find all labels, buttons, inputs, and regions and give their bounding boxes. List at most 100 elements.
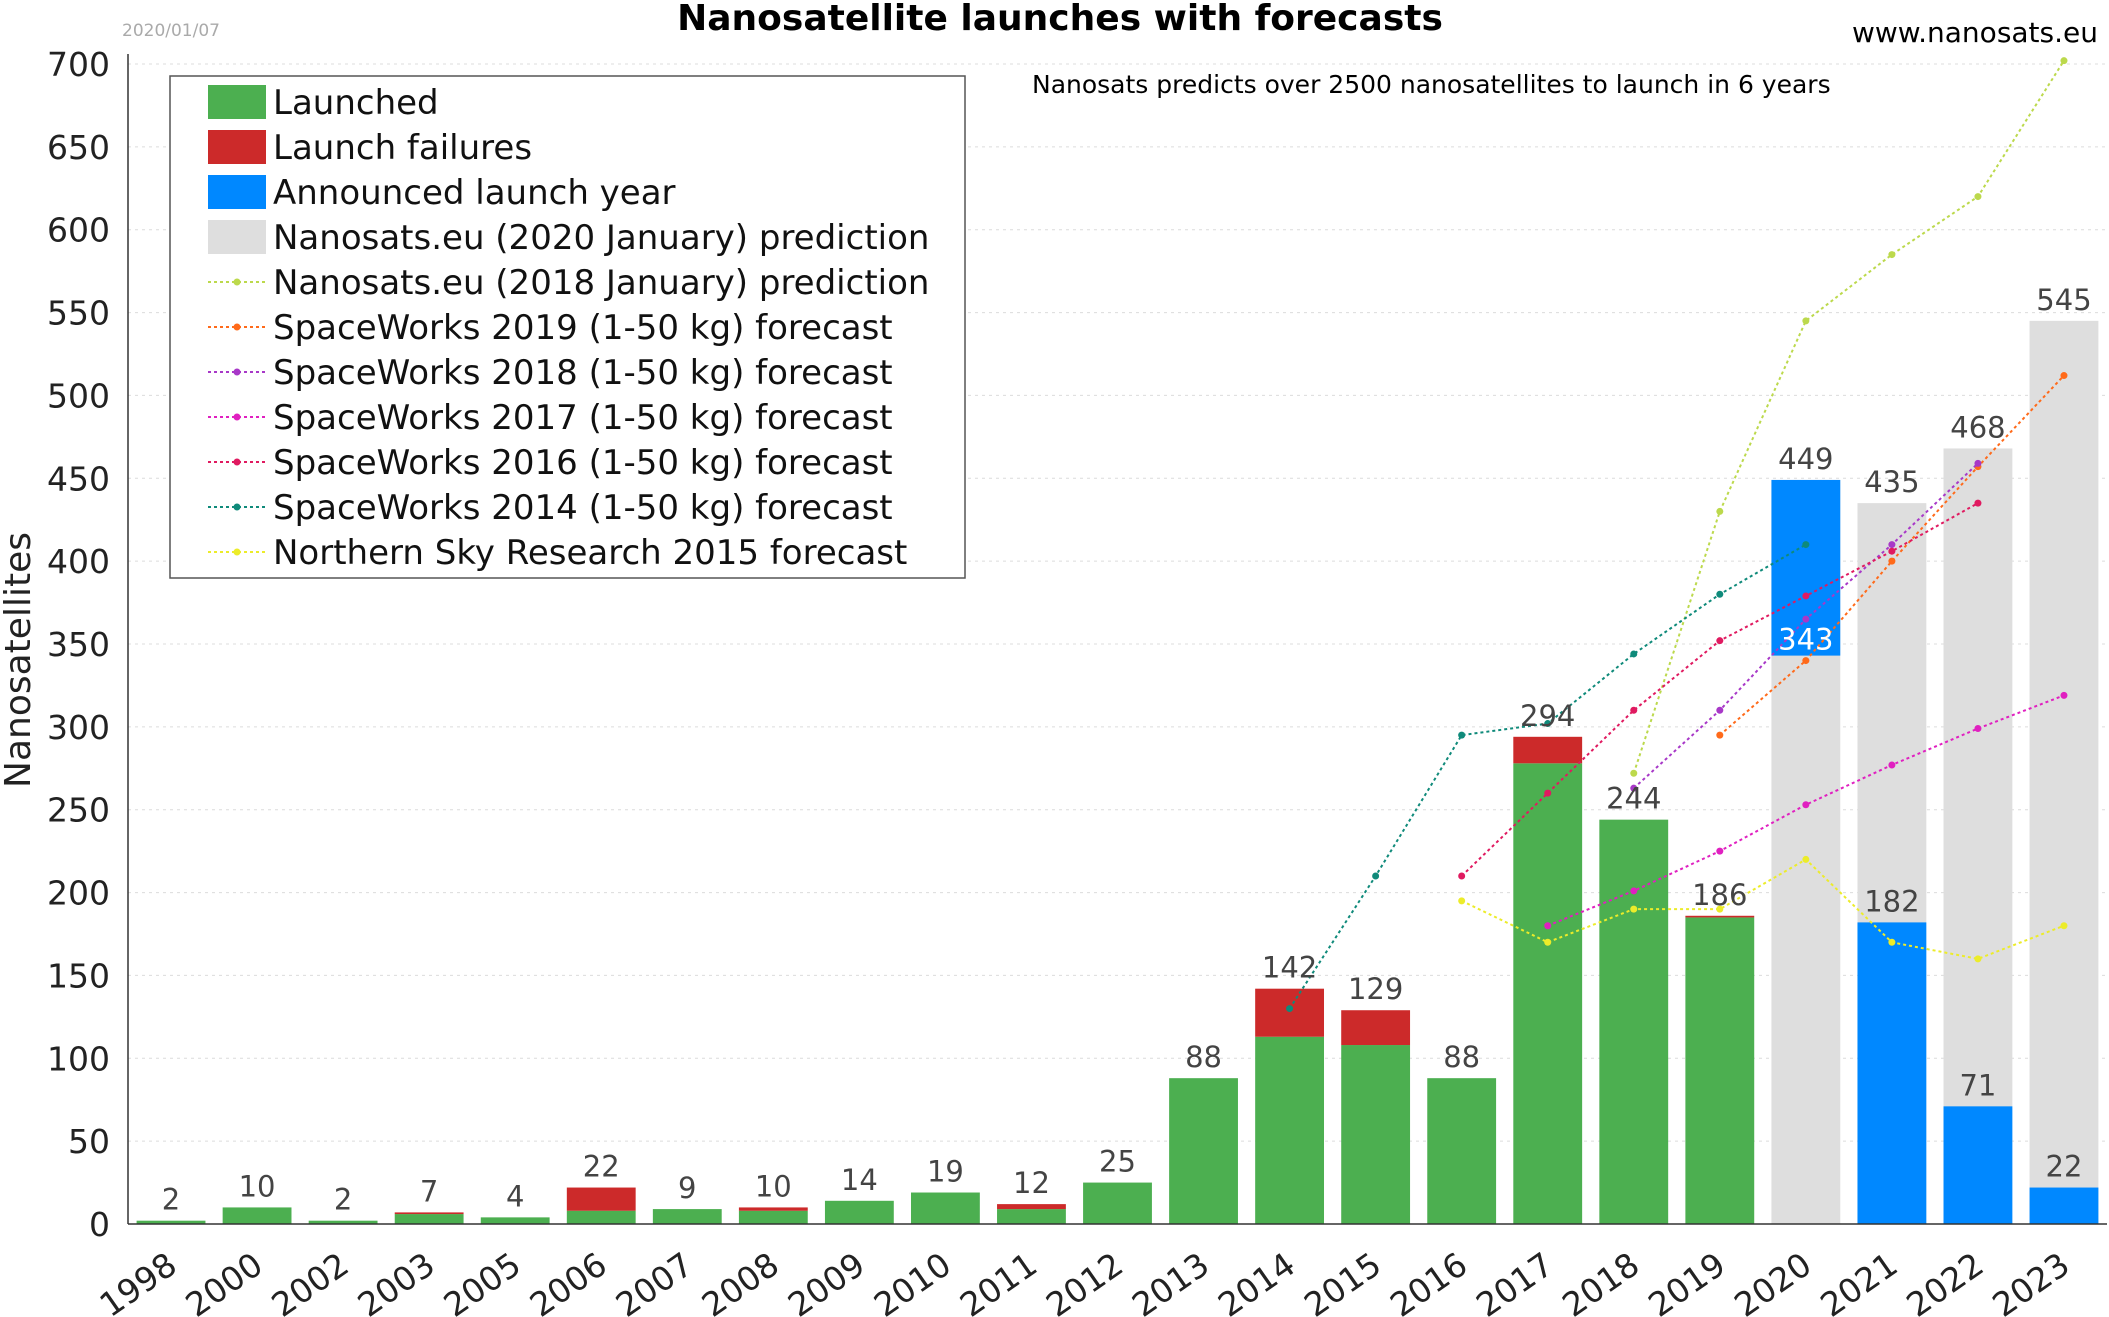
x-tick-label: 2022 bbox=[1899, 1245, 1990, 1317]
bar-launched bbox=[480, 1217, 550, 1224]
x-tick-label: 2021 bbox=[1813, 1245, 1904, 1317]
forecast-point bbox=[1888, 938, 1896, 946]
bars bbox=[136, 320, 2099, 1225]
y-axis-title: Nanosatellites bbox=[0, 532, 39, 788]
forecast-point bbox=[1802, 801, 1810, 809]
y-tick-label: 450 bbox=[47, 459, 110, 498]
forecast-point bbox=[1458, 731, 1466, 739]
forecast-line bbox=[1719, 374, 2065, 736]
legend-label: SpaceWorks 2017 (1-50 kg) forecast bbox=[273, 398, 893, 438]
bar-launched bbox=[394, 1214, 464, 1224]
legend-swatch bbox=[208, 220, 266, 254]
bar-launch-failures bbox=[1685, 915, 1755, 918]
bar-value-label: 4 bbox=[506, 1179, 524, 1213]
x-tick-label: 2020 bbox=[1727, 1245, 1818, 1317]
bar-launch-failures bbox=[1341, 1010, 1411, 1046]
forecast-point bbox=[1888, 541, 1896, 549]
bar-value-label: 22 bbox=[2046, 1150, 2083, 1184]
forecast-point bbox=[1716, 847, 1724, 855]
x-tick-label: 2010 bbox=[867, 1245, 958, 1317]
forecast-point bbox=[1716, 507, 1724, 515]
date-stamp: 2020/01/07 bbox=[122, 21, 220, 41]
forecast-point bbox=[1544, 789, 1552, 797]
forecast-point bbox=[1974, 955, 1982, 963]
bar-value-label: 142 bbox=[1262, 951, 1317, 985]
bar-value-label: 22 bbox=[583, 1150, 620, 1184]
x-tick-label: 2013 bbox=[1125, 1245, 1216, 1317]
bar-launched bbox=[1599, 819, 1669, 1224]
legend-marker bbox=[233, 413, 241, 421]
forecast-point bbox=[1802, 855, 1810, 863]
data-labels: 2 10 2 7 4 22 9 10 14 19 12 25 88 142 129 88 294 244 186 44… bbox=[162, 283, 2092, 1217]
bar-value-label: 468 bbox=[1950, 410, 2005, 444]
bar-value-label: 88 bbox=[1185, 1040, 1222, 1074]
legend-label: SpaceWorks 2019 (1-50 kg) forecast bbox=[273, 308, 893, 348]
bar-announced bbox=[1943, 1106, 2013, 1224]
forecast-point bbox=[1630, 887, 1638, 895]
legend-label: Launch failures bbox=[273, 128, 532, 168]
y-tick-label: 550 bbox=[47, 294, 110, 333]
bar-value-label: 71 bbox=[1959, 1068, 1996, 1102]
x-tick-label: 2019 bbox=[1641, 1245, 1732, 1317]
forecast-point bbox=[1716, 706, 1724, 714]
forecast-point bbox=[1544, 922, 1552, 930]
bar-launch-failures bbox=[1255, 988, 1325, 1037]
legend-marker bbox=[233, 548, 241, 556]
forecast-point bbox=[1630, 905, 1638, 913]
bar-launched bbox=[824, 1200, 894, 1224]
bar-value-label: 88 bbox=[1443, 1040, 1480, 1074]
x-tick-label: 2018 bbox=[1555, 1245, 1646, 1317]
bar-launched bbox=[308, 1220, 378, 1224]
x-tick-label: 2009 bbox=[781, 1245, 872, 1317]
forecast-point bbox=[1630, 769, 1638, 777]
bar-value-label: 10 bbox=[755, 1169, 792, 1203]
y-tick-label: 350 bbox=[47, 625, 110, 664]
forecast-point bbox=[1630, 650, 1638, 658]
bar-launched bbox=[652, 1209, 722, 1224]
x-tick-label: 2000 bbox=[178, 1245, 269, 1317]
bar-value-label: 9 bbox=[678, 1171, 696, 1205]
forecast-point bbox=[1802, 615, 1810, 623]
bar-launched bbox=[1341, 1045, 1411, 1224]
forecast-lines bbox=[1286, 57, 2068, 1013]
chart-title: Nanosatellite launches with forecasts bbox=[677, 0, 1443, 39]
x-tick-label: 2002 bbox=[265, 1245, 356, 1317]
x-tick-label: 1998 bbox=[92, 1245, 183, 1317]
x-tick-label: 2005 bbox=[437, 1245, 528, 1317]
legend-label: SpaceWorks 2016 (1-50 kg) forecast bbox=[273, 443, 893, 483]
legend-label: Nanosats.eu (2018 January) prediction bbox=[273, 263, 929, 303]
bar-prediction-2020 bbox=[1943, 448, 2013, 1224]
bar-value-label: 19 bbox=[927, 1155, 964, 1189]
bar-launched bbox=[738, 1210, 808, 1224]
forecast-point bbox=[1716, 905, 1724, 913]
legend-swatch bbox=[208, 175, 266, 209]
forecast-point bbox=[1974, 725, 1982, 733]
forecast-point bbox=[1716, 731, 1724, 739]
y-tick-label: 500 bbox=[47, 376, 110, 415]
bar-value-label: 2 bbox=[334, 1183, 352, 1217]
bar-launch-failures bbox=[566, 1187, 636, 1211]
y-tick-label: 250 bbox=[47, 791, 110, 830]
bar-value-label: 186 bbox=[1692, 878, 1747, 912]
bar-launched bbox=[222, 1207, 292, 1224]
forecast-point bbox=[1888, 557, 1896, 565]
forecast-point bbox=[1458, 872, 1466, 880]
y-tick-label: 650 bbox=[47, 128, 110, 167]
forecast-point bbox=[1888, 761, 1896, 769]
legend-marker bbox=[233, 458, 241, 466]
chart-annotation: Nanosats predicts over 2500 nanosatellit… bbox=[1032, 70, 1831, 99]
legend-label: Northern Sky Research 2015 forecast bbox=[273, 533, 907, 573]
bar-launch-failures bbox=[738, 1207, 808, 1211]
legend-marker bbox=[233, 368, 241, 376]
bar-launched bbox=[136, 1220, 206, 1224]
forecast-line bbox=[1461, 858, 2065, 960]
bar-value-label: 435 bbox=[1864, 465, 1919, 499]
bar-value-label: 449 bbox=[1778, 442, 1833, 476]
x-tick-label: 2015 bbox=[1297, 1245, 1388, 1317]
y-tick-label: 50 bbox=[68, 1122, 110, 1161]
bar-value-label: 294 bbox=[1520, 699, 1575, 733]
bar-launched bbox=[997, 1209, 1066, 1224]
y-tick-label: 400 bbox=[47, 542, 110, 581]
x-tick-label: 2017 bbox=[1469, 1245, 1560, 1317]
